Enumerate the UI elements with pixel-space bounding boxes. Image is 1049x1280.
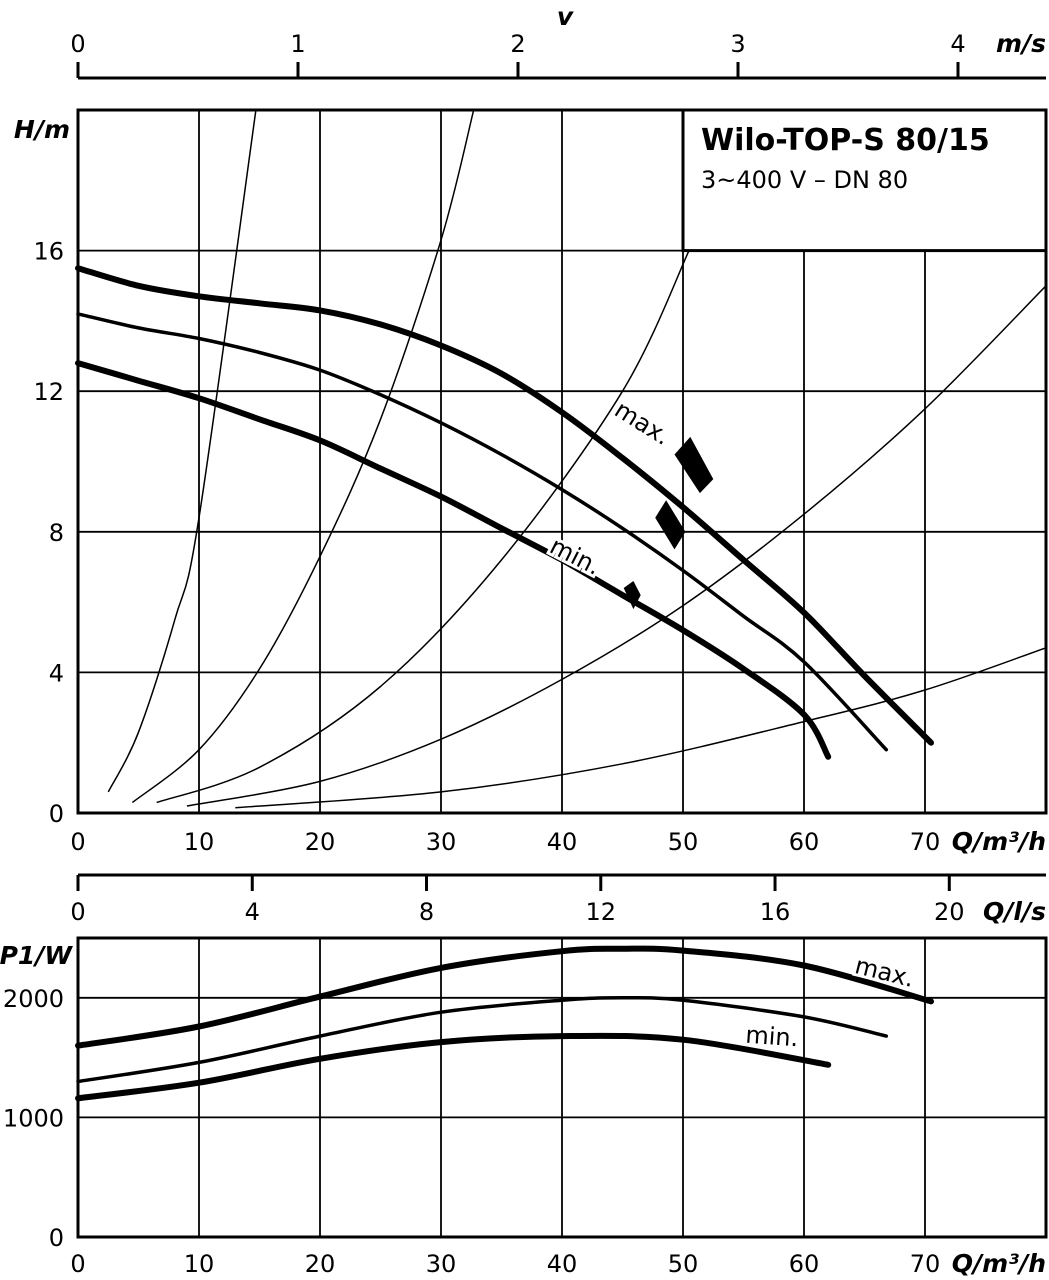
q-axis-tick: 40 <box>547 828 578 856</box>
system-curve <box>156 250 690 804</box>
h-axis-tick: 12 <box>33 378 64 406</box>
q-axis-tick-lower: 10 <box>184 1250 215 1278</box>
q-axis-tick-lower: 50 <box>668 1250 699 1278</box>
q-axis-tick: 20 <box>305 828 336 856</box>
q-ls-axis-tick: 4 <box>245 898 260 926</box>
speed-marker <box>655 500 686 550</box>
chart-title: Wilo-TOP-S 80/15 <box>701 123 990 158</box>
h-axis-tick: 8 <box>49 519 64 547</box>
p-axis-tick: 2000 <box>3 985 64 1013</box>
p-axis-tick: 1000 <box>3 1104 64 1132</box>
q-axis-tick: 70 <box>910 828 941 856</box>
h-axis-label: H/m <box>14 115 70 144</box>
head-curve <box>76 312 889 752</box>
q-ls-axis-tick: 0 <box>70 898 85 926</box>
q-axis-tick-lower: 20 <box>305 1250 336 1278</box>
q-axis-tick: 10 <box>184 828 215 856</box>
system-curves <box>107 110 1046 809</box>
speed-marker <box>674 436 714 494</box>
h-axis-tick: 0 <box>49 800 64 828</box>
p-axis-label: P1/W <box>0 941 73 970</box>
v-axis-tick: 1 <box>290 30 305 58</box>
q-axis-tick-lower: 0 <box>70 1250 85 1278</box>
v-axis-tick: 2 <box>510 30 525 58</box>
head-curve-label: max. <box>610 395 676 450</box>
q-axis-tick: 60 <box>789 828 820 856</box>
power-curve-label: min. <box>745 1021 800 1053</box>
h-axis-tick: 4 <box>49 659 64 687</box>
p-plot-frame <box>76 936 1048 1239</box>
q-axis-tick-lower: 30 <box>426 1250 457 1278</box>
h-plot-frame <box>76 108 1048 815</box>
q-ls-axis-tick: 20 <box>934 898 965 926</box>
system-curve <box>235 647 1046 809</box>
q-axis-label: Q/m³/h <box>952 827 1046 856</box>
system-curve <box>107 110 257 793</box>
q-axis-tick: 50 <box>668 828 699 856</box>
chart-subtitle: 3~400 V – DN 80 <box>701 166 908 194</box>
title-box <box>681 108 1048 253</box>
p-axis-tick: 0 <box>49 1224 64 1252</box>
q-axis-tick: 0 <box>70 828 85 856</box>
q-ls-axis-tick: 16 <box>760 898 791 926</box>
head-curve <box>75 265 934 746</box>
power-curve <box>75 1032 832 1102</box>
v-axis-unit: m/s <box>996 29 1046 58</box>
q-ls-axis-tick: 12 <box>585 898 616 926</box>
v-axis-label: v <box>557 2 574 31</box>
v-axis-tick: 0 <box>70 30 85 58</box>
q-axis-label-lower: Q/m³/h <box>952 1249 1046 1278</box>
q-ls-axis-tick: 8 <box>419 898 434 926</box>
v-axis-tick: 3 <box>730 30 745 58</box>
head-curve-label: min. <box>545 532 605 581</box>
h-axis-tick: 16 <box>33 238 64 266</box>
q-axis-tick-lower: 40 <box>547 1250 578 1278</box>
system-curve <box>131 110 475 804</box>
power-curve <box>76 995 889 1084</box>
speed-marker <box>623 581 641 610</box>
q-axis-tick: 30 <box>426 828 457 856</box>
v-axis-tick: 4 <box>950 30 965 58</box>
q-axis-tick-lower: 60 <box>789 1250 820 1278</box>
power-curve <box>75 945 934 1049</box>
q-axis-tick-lower: 70 <box>910 1250 941 1278</box>
q-ls-axis-unit: Q/l/s <box>983 897 1046 926</box>
system-curve <box>186 285 1046 807</box>
head-curve <box>75 360 832 760</box>
